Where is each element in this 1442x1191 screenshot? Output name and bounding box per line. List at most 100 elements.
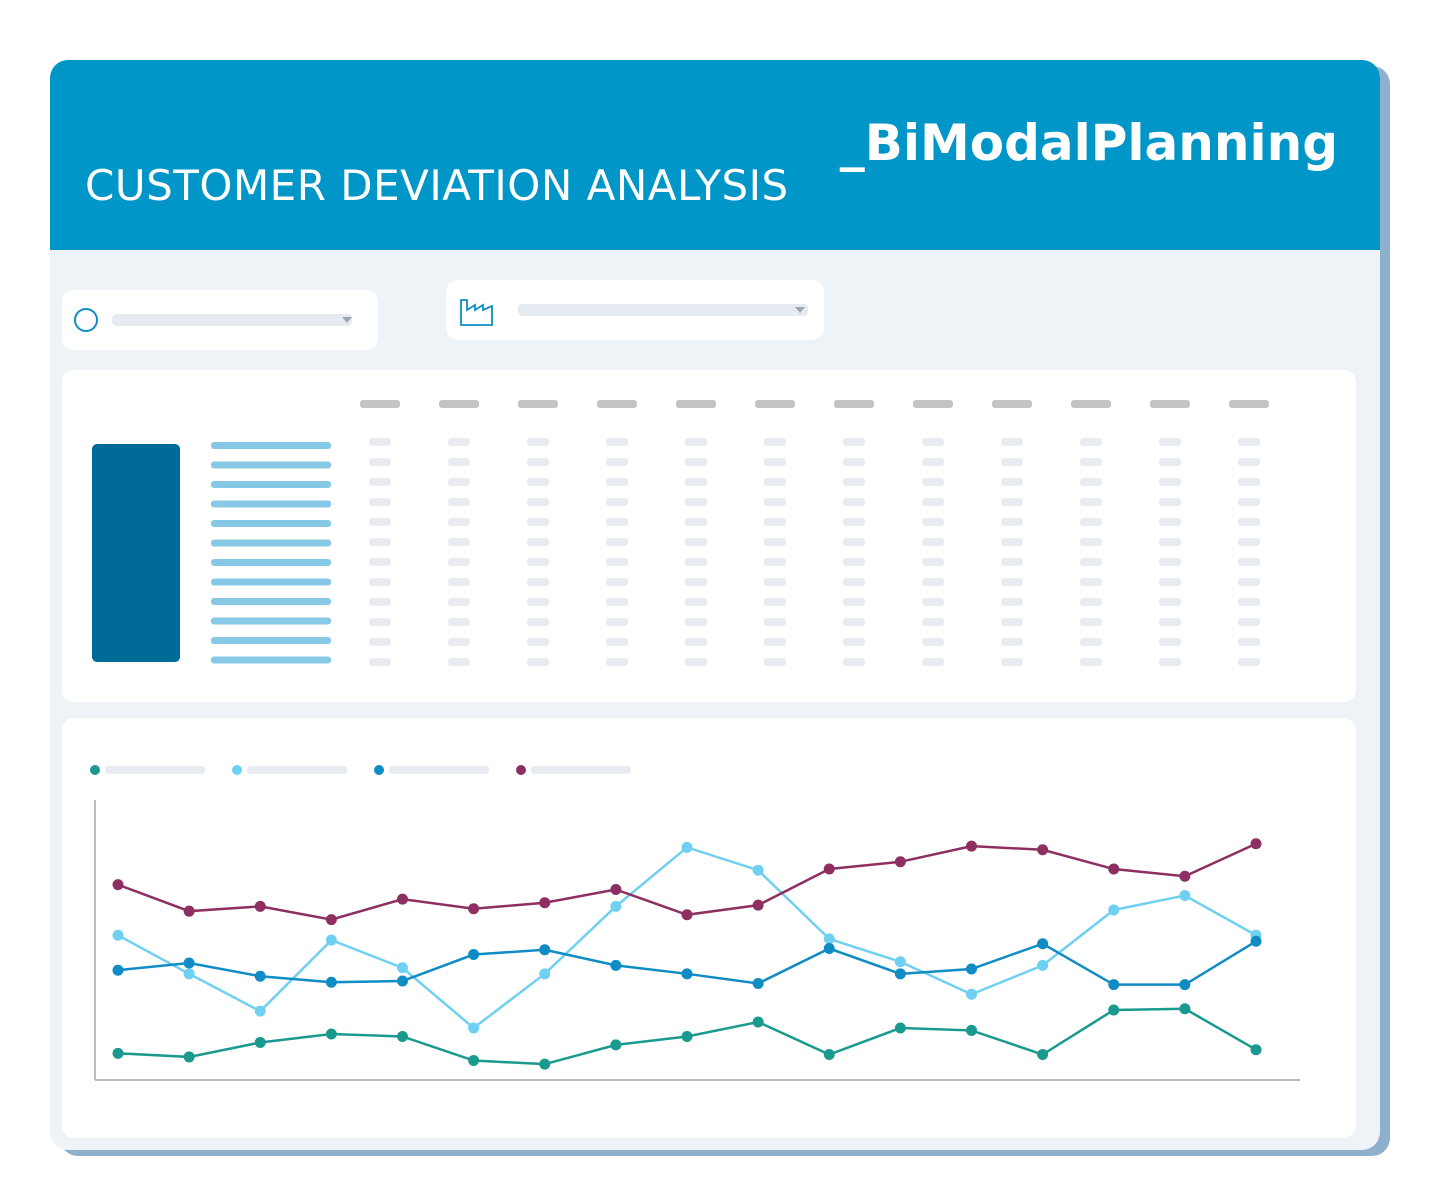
row-label-placeholder	[211, 481, 331, 488]
cell-placeholder	[1001, 478, 1023, 486]
cell-placeholder	[843, 458, 865, 466]
cell-placeholder	[843, 478, 865, 486]
data-point	[539, 944, 551, 956]
cell-placeholder	[1238, 458, 1260, 466]
cell-placeholder	[527, 618, 549, 626]
legend-marker	[374, 765, 384, 775]
legend-label-placeholder	[247, 766, 347, 774]
column-header-placeholder	[1229, 400, 1269, 408]
data-point	[610, 900, 622, 912]
row-label-placeholder	[211, 598, 331, 605]
data-point	[112, 879, 124, 891]
logo: _BiModalPlanning	[840, 114, 1338, 172]
plot	[112, 838, 1262, 1070]
cell-placeholder	[922, 558, 944, 566]
row-label-placeholder	[211, 461, 331, 469]
cell-placeholder	[685, 518, 707, 526]
cell-placeholder	[1159, 638, 1181, 646]
data-point	[254, 1005, 266, 1017]
cell-placeholder	[369, 598, 391, 606]
data-point	[1250, 1044, 1262, 1056]
data-point	[894, 968, 906, 980]
cell-placeholder	[448, 558, 470, 566]
row-label-placeholder	[211, 520, 331, 527]
cell-placeholder	[1001, 578, 1023, 586]
row-label-placeholder	[211, 500, 331, 508]
data-point	[183, 968, 195, 980]
column-header-placeholder	[1150, 400, 1190, 408]
cell-placeholder	[1238, 618, 1260, 626]
cell-placeholder	[1159, 658, 1181, 666]
cell-placeholder	[1080, 538, 1102, 546]
cell-placeholder	[1080, 618, 1102, 626]
cell-placeholder	[527, 558, 549, 566]
row-label-placeholder	[211, 578, 331, 586]
data-point	[468, 1022, 480, 1034]
cell-placeholder	[1080, 558, 1102, 566]
cell-placeholder	[527, 458, 549, 466]
data-point	[752, 864, 764, 876]
cell-placeholder	[369, 578, 391, 586]
data-point	[823, 863, 835, 875]
cell-placeholder	[685, 438, 707, 446]
data-point	[1108, 904, 1120, 916]
cell-placeholder	[685, 538, 707, 546]
row-label-placeholder	[211, 617, 331, 625]
cell-placeholder	[764, 478, 786, 486]
cell-placeholder	[1159, 438, 1181, 446]
data-point	[397, 962, 408, 974]
cell-placeholder	[448, 578, 470, 586]
data-point	[1179, 979, 1191, 991]
row-label-placeholder	[211, 559, 331, 566]
cell-placeholder	[764, 498, 786, 506]
column-header-placeholder	[992, 400, 1032, 408]
cell-placeholder	[922, 658, 944, 666]
data-point	[610, 1039, 622, 1051]
cell-placeholder	[922, 578, 944, 586]
data-point	[112, 1047, 124, 1059]
cell-placeholder	[685, 658, 707, 666]
cell-placeholder	[764, 618, 786, 626]
cell-placeholder	[1001, 598, 1023, 606]
data-point	[539, 968, 551, 980]
legend-label-placeholder	[105, 766, 205, 774]
cell-placeholder	[922, 638, 944, 646]
cell-placeholder	[1159, 618, 1181, 626]
cell-placeholder	[448, 618, 470, 626]
cell-placeholder	[922, 478, 944, 486]
dropdown-placeholder	[112, 314, 352, 326]
cell-placeholder	[527, 538, 549, 546]
column-header-placeholder	[597, 400, 637, 408]
cell-placeholder	[1159, 598, 1181, 606]
data-point	[752, 1016, 764, 1028]
data-point	[468, 949, 480, 961]
cell-placeholder	[369, 638, 391, 646]
column-header-placeholder	[1071, 400, 1111, 408]
data-point	[397, 975, 408, 987]
cell-placeholder	[1238, 438, 1260, 446]
data-point	[397, 893, 408, 905]
legend-marker	[516, 765, 526, 775]
legend-label-placeholder	[531, 766, 631, 774]
cell-placeholder	[1001, 538, 1023, 546]
cell-placeholder	[1001, 638, 1023, 646]
data-point	[112, 929, 124, 941]
cell-placeholder	[843, 618, 865, 626]
cell-placeholder	[448, 658, 470, 666]
cell-placeholder	[922, 458, 944, 466]
column-header-placeholder	[439, 400, 479, 408]
data-point	[966, 963, 977, 975]
cell-placeholder	[764, 518, 786, 526]
cell-placeholder	[922, 618, 944, 626]
data-point	[966, 1024, 977, 1036]
cell-placeholder	[1080, 498, 1102, 506]
chart-panel	[62, 718, 1356, 1138]
cell-placeholder	[448, 598, 470, 606]
data-point	[325, 914, 337, 926]
cell-placeholder	[369, 478, 391, 486]
cell-placeholder	[685, 458, 707, 466]
cell-placeholder	[1001, 518, 1023, 526]
cell-placeholder	[1080, 578, 1102, 586]
data-point	[823, 933, 835, 945]
data-point	[183, 1051, 195, 1063]
